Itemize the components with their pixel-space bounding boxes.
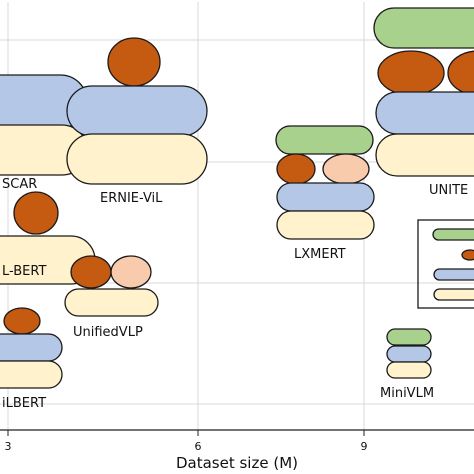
lxmert-green-pill [275, 125, 374, 155]
model-shapes [0, 7, 474, 389]
inset-box [417, 219, 474, 309]
unifiedvlp-orange-blob [70, 255, 112, 289]
model-labels: SCAR ERNIE-ViL L-BERT UnifiedVLP iLBERT LXMER… [2, 177, 468, 411]
lxmert-cream-pill [276, 210, 375, 240]
inset-green-pill [432, 228, 474, 241]
uniter-cream-pill [375, 133, 474, 177]
model-label-oscar: SCAR [2, 177, 37, 192]
uniter-blue-pill [375, 91, 474, 135]
model-label-vilbert: iLBERT [2, 396, 46, 411]
minivlm-cream-pill [386, 361, 432, 379]
x-tick-label: 6 [195, 440, 202, 453]
model-label-vl-bert: L-BERT [2, 264, 46, 279]
vilbert-blue-pill [0, 333, 63, 362]
inset-orange-blob [461, 249, 474, 261]
uniter-orange-blob [377, 50, 445, 96]
vilbert-orange-blob [3, 307, 41, 335]
uniter-orange-blob-2 [447, 50, 474, 96]
x-axis: 3 6 9 [0, 429, 474, 453]
ernie-blue-pill [66, 85, 208, 137]
model-label-unifiedvlp: UnifiedVLP [73, 325, 143, 340]
unifiedvlp-peach-blob [110, 255, 152, 289]
inset-blue-pill [433, 268, 474, 281]
x-axis-title: Dataset size (M) [176, 454, 298, 472]
model-label-minivlm: MiniVLM [380, 386, 434, 401]
lxmert-blue-pill [276, 182, 375, 212]
inset-cream-pill [433, 288, 474, 301]
lxmert-orange-blob [276, 153, 316, 185]
uniter-green-pill [373, 7, 474, 49]
minivlm-blue-pill [386, 345, 432, 363]
model-label-lxmert: LXMERT [294, 247, 346, 262]
model-label-uniter: UNITE [429, 183, 468, 198]
vilbert-cream-pill [0, 360, 63, 389]
vlbert-orange-blob [13, 191, 59, 235]
ernie-orange-blob [107, 37, 161, 87]
model-label-ernie-vil: ERNIE-ViL [100, 191, 163, 206]
minivlm-green-pill [386, 328, 432, 346]
unifiedvlp-cream-pill [64, 288, 159, 317]
lxmert-peach-blob [322, 153, 370, 185]
x-tick-label: 9 [361, 440, 368, 453]
ernie-cream-pill [66, 133, 208, 185]
x-tick-label: 3 [5, 440, 12, 453]
